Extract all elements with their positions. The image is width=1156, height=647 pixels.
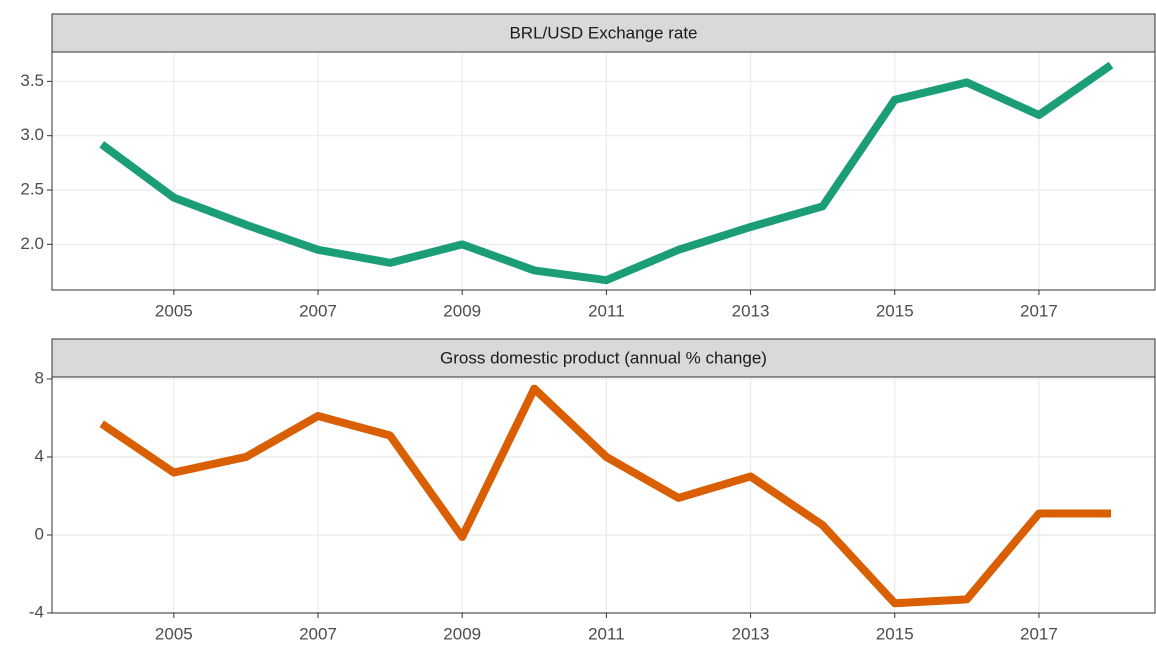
x-tick-label: 2011 bbox=[588, 624, 625, 643]
x-tick-label: 2013 bbox=[732, 624, 770, 643]
x-tick-label: 2017 bbox=[1020, 301, 1058, 320]
y-tick-label: 0 bbox=[35, 524, 44, 543]
line bbox=[99, 61, 1114, 285]
x-tick-label: 2007 bbox=[299, 301, 337, 320]
strip-title: BRL/USD Exchange rate bbox=[509, 23, 697, 42]
x-tick-label: 2011 bbox=[588, 301, 625, 320]
x-tick-label: 2005 bbox=[155, 301, 193, 320]
x-tick-label: 2013 bbox=[732, 301, 770, 320]
strip bbox=[51, 13, 1156, 53]
x-tick-label: 2009 bbox=[443, 624, 481, 643]
y-tick-label: -4 bbox=[29, 602, 44, 621]
y-tick-label: 2.0 bbox=[20, 234, 44, 253]
panel-border bbox=[51, 51, 1156, 291]
y-tick-label: 3.0 bbox=[20, 125, 44, 144]
x-tick-label: 2007 bbox=[299, 624, 337, 643]
y-tick-label: 8 bbox=[35, 368, 44, 387]
strip-title: Gross domestic product (annual % change) bbox=[440, 348, 767, 367]
x-tick-label: 2017 bbox=[1020, 624, 1058, 643]
y-tick-label: 2.5 bbox=[20, 180, 44, 199]
y-tick-label: 3.5 bbox=[20, 71, 44, 90]
x-tick-label: 2005 bbox=[155, 624, 193, 643]
x-tick-label: 2015 bbox=[876, 624, 914, 643]
y-tick-label: 4 bbox=[35, 446, 44, 465]
x-tick-label: 2015 bbox=[876, 301, 914, 320]
strip bbox=[51, 338, 1156, 378]
line bbox=[99, 384, 1112, 608]
x-tick-label: 2009 bbox=[443, 301, 481, 320]
panel-border bbox=[51, 376, 1156, 614]
